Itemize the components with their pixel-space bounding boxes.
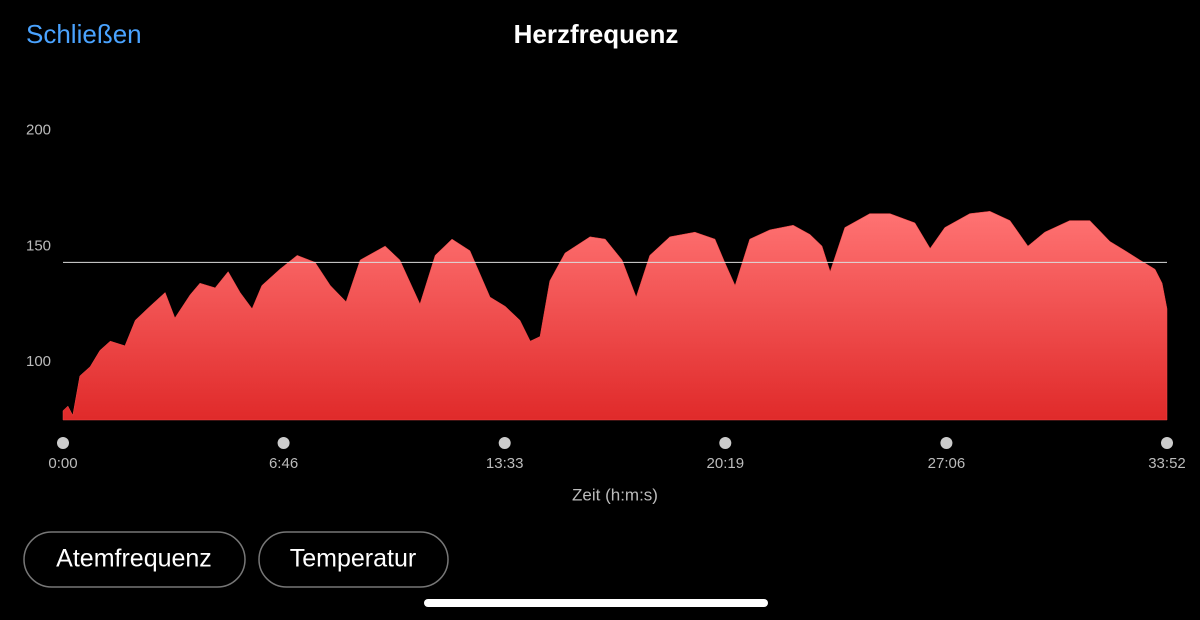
- button[interactable]: Temperatur: [290, 545, 416, 573]
- y-tick-label: 100: [26, 353, 51, 370]
- x-axis-label: Zeit (h:m:s): [572, 485, 658, 504]
- x-tick-dot: [940, 437, 953, 449]
- x-tick-dot: [498, 437, 511, 449]
- x-tick-label: 6:46: [269, 455, 298, 472]
- close-button[interactable]: Schließen: [26, 19, 142, 49]
- y-tick-label: 200: [26, 121, 51, 138]
- home-indicator: [424, 599, 768, 607]
- button-frame[interactable]: [258, 531, 449, 588]
- button-frame[interactable]: [23, 531, 246, 588]
- x-tick-label: 13:33: [486, 455, 524, 472]
- x-tick-label: 27:06: [928, 455, 966, 472]
- button[interactable]: Atemfrequenz: [56, 545, 212, 573]
- x-tick-dot: [1161, 437, 1173, 449]
- x-tick-label: 0:00: [48, 455, 77, 472]
- x-tick-dot: [57, 437, 69, 449]
- heart-rate-area: [62, 211, 1168, 421]
- title: Herzfrequenz: [514, 19, 679, 49]
- x-tick-label: 33:52: [1148, 455, 1186, 472]
- y-tick-label: 150: [26, 237, 51, 254]
- x-tick-dot: [719, 437, 732, 449]
- x-tick-label: 20:19: [707, 455, 745, 472]
- x-tick-dot: [277, 437, 290, 449]
